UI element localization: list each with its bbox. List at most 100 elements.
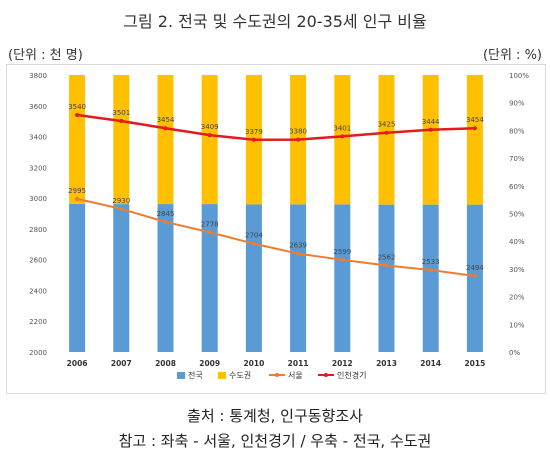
left-tick-label: 2000 (29, 349, 47, 357)
seoul-data-label: 2778 (201, 220, 219, 228)
left-tick-label: 2600 (29, 257, 47, 265)
chart-area: 2000 2200 2400 2600 2800 3000 3200 3400 3600 3800… (6, 64, 546, 394)
legend-national-swatch (177, 372, 185, 379)
legend-seoul-marker (275, 373, 279, 377)
legend-incheon-gyeonggi-label: 인천경기 (337, 370, 366, 380)
incheon-gyeonggi-data-label: 3401 (333, 124, 351, 132)
seoul-point (296, 251, 301, 256)
bar-capital (422, 75, 439, 205)
right-tick-label: 70% (509, 155, 525, 163)
seoul-point (384, 263, 389, 268)
bar-national (378, 204, 395, 352)
left-tick-label: 3000 (29, 195, 47, 203)
note-text: 참고 : 좌축 - 서울, 인천경기 / 우축 - 전국, 수도권 (118, 432, 432, 450)
seoul-data-label: 2494 (466, 264, 484, 272)
incheon-gyeonggi-point (75, 113, 80, 118)
legend-incheon-gyeonggi-marker (324, 373, 328, 377)
bar-national (334, 204, 351, 352)
seoul-line (76, 197, 476, 277)
bar-national (69, 203, 86, 352)
bar-national (422, 204, 439, 352)
seoul-data-label: 2533 (422, 258, 440, 266)
incheon-gyeonggi-point (428, 127, 433, 132)
x-tick-label: 2008 (155, 359, 176, 368)
incheon-gyeonggi-point (296, 137, 301, 142)
left-tick-label: 3400 (29, 134, 47, 142)
x-tick-label: 2010 (243, 359, 264, 368)
incheon-gyeonggi-data-label: 3380 (289, 128, 307, 136)
bar-capital (466, 75, 483, 205)
seoul-point (75, 196, 80, 201)
right-tick-label: 10% (509, 321, 525, 329)
source-text: 출처 : 통계청, 인구동향조사 (187, 407, 363, 425)
seoul-point (207, 230, 212, 235)
incheon-gyeonggi-data-label: 3501 (112, 109, 130, 117)
incheon-gyeonggi-line (76, 113, 475, 142)
right-tick-label: 20% (509, 294, 525, 302)
incheon-gyeonggi-point (207, 133, 212, 138)
x-tick-label: 2007 (111, 359, 132, 368)
right-tick-label: 30% (509, 266, 525, 274)
bar-capital (378, 75, 395, 205)
incheon-gyeonggi-point (340, 134, 345, 139)
incheon-gyeonggi-point (472, 126, 477, 131)
seoul-data-label: 2845 (157, 210, 175, 218)
incheon-gyeonggi-data-label: 3409 (201, 123, 219, 131)
x-tick-label: 2009 (199, 359, 220, 368)
incheon-gyeonggi-data-label: 3454 (466, 116, 484, 124)
left-tick-label: 3600 (29, 103, 47, 111)
seoul-data-label: 2562 (378, 254, 396, 262)
legend-seoul-label: 서울 (288, 371, 303, 380)
bar-capital (157, 75, 174, 205)
left-tick-label: 3800 (29, 72, 47, 80)
bar-capital (113, 75, 130, 205)
incheon-gyeonggi-data-label: 3444 (422, 118, 440, 126)
right-tick-label: 50% (509, 211, 525, 219)
seoul-point (163, 219, 168, 224)
bar-national (201, 204, 218, 352)
left-tick-label: 2200 (29, 318, 47, 326)
x-tick-label: 2013 (376, 359, 397, 368)
legend-capital-label: 수도권 (229, 370, 251, 380)
left-tick-label: 2800 (29, 226, 47, 234)
seoul-point (428, 267, 433, 272)
seoul-data-label: 2599 (333, 248, 351, 256)
x-tick-label: 2012 (332, 359, 353, 368)
right-tick-label: 90% (509, 100, 525, 108)
seoul-data-label: 2704 (245, 232, 263, 240)
right-axis-unit: (단위 : %) (482, 48, 542, 63)
incheon-gyeonggi-data-label: 3540 (68, 103, 86, 111)
right-tick-label: 100% (509, 72, 529, 80)
incheon-gyeonggi-data-label: 3425 (378, 121, 396, 129)
left-axis-unit: (단위 : 천 명) (8, 48, 83, 63)
left-tick-label: 2400 (29, 287, 47, 295)
bar-capital (201, 75, 218, 205)
bar-national (245, 204, 262, 352)
seoul-data-label: 2930 (112, 197, 130, 205)
incheon-gyeonggi-data-label: 3454 (157, 116, 175, 124)
seoul-data-label: 2639 (289, 242, 307, 250)
combo-chart: 2000 2200 2400 2600 2800 3000 3200 3400 3600 3800… (29, 72, 529, 380)
bar-national (466, 204, 483, 352)
bar-national (113, 204, 130, 352)
bar-capital (69, 75, 86, 204)
x-tick-label: 2014 (420, 359, 441, 368)
incheon-gyeonggi-point (163, 126, 168, 131)
right-tick-label: 60% (509, 183, 525, 191)
bar-national (290, 204, 307, 352)
right-tick-label: 0% (509, 349, 520, 357)
seoul-point (472, 273, 477, 278)
legend-capital-swatch (218, 372, 226, 379)
seoul-point (340, 257, 345, 262)
bar-national (157, 204, 174, 352)
legend-national-label: 전국 (188, 370, 203, 380)
right-tick-label: 40% (509, 238, 525, 246)
x-tick-label: 2015 (464, 359, 485, 368)
seoul-data-label: 2995 (68, 187, 86, 195)
incheon-gyeonggi-point (251, 137, 256, 142)
chart-title: 그림 2. 전국 및 수도권의 20-35세 인구 비율 (123, 12, 427, 31)
incheon-gyeonggi-point (384, 130, 389, 135)
left-tick-label: 3200 (29, 164, 47, 172)
bar-capital (334, 75, 351, 205)
right-tick-label: 80% (509, 127, 525, 135)
